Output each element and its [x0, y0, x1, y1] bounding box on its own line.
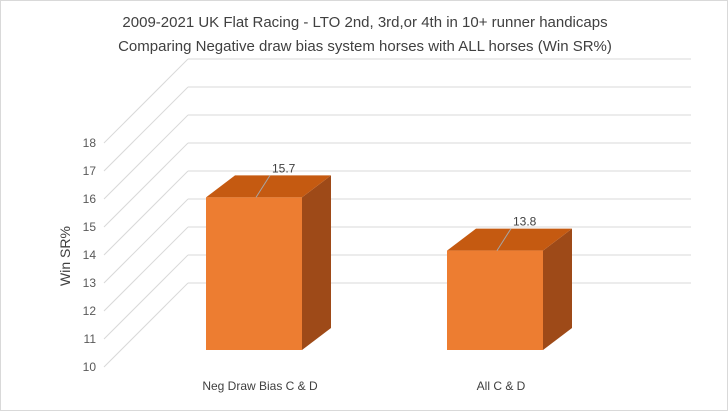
- y-tick-label: 17: [83, 164, 97, 178]
- bar-top: [206, 175, 331, 198]
- chart-title-line-1: 2009-2021 UK Flat Racing - LTO 2nd, 3rd,…: [122, 14, 607, 31]
- data-labels: 15.7 13.8: [255, 161, 537, 251]
- bar-front: [447, 250, 543, 350]
- gridline-diagonal: [103, 58, 189, 144]
- gridline-diagonal: [103, 254, 189, 340]
- y-tick-label: 10: [83, 360, 97, 374]
- bars: [206, 175, 572, 350]
- y-tick-label: 18: [83, 136, 97, 150]
- data-label: 15.7: [272, 161, 296, 175]
- y-tick-label: 14: [83, 248, 97, 262]
- gridline-diagonal: [103, 142, 189, 228]
- y-axis-ticks: 10 11 12 13 14 15 16 17 18: [83, 136, 97, 374]
- gridline-diagonal: [103, 282, 189, 368]
- category-label: All C & D: [477, 379, 526, 393]
- y-axis-label: Win SR%: [57, 226, 73, 286]
- bar-front: [206, 197, 302, 350]
- leader-line: [255, 175, 271, 198]
- y-tick-label: 12: [83, 304, 97, 318]
- data-label: 13.8: [513, 215, 537, 229]
- gridline-diagonal: [103, 86, 189, 172]
- y-tick-label: 16: [83, 192, 97, 206]
- gridline-diagonal: [103, 198, 189, 284]
- bar-1: [206, 175, 331, 350]
- y-tick-label: 11: [84, 332, 97, 346]
- y-tick-label: 13: [83, 276, 97, 290]
- gridline-diagonal: [103, 114, 189, 200]
- y-tick-label: 15: [83, 220, 97, 234]
- category-label: Neg Draw Bias C & D: [202, 379, 318, 393]
- chart-title-line-2: Comparing Negative draw bias system hors…: [118, 38, 612, 55]
- bar-2: [447, 228, 572, 350]
- gridline-diagonal: [103, 226, 189, 312]
- bar-top: [447, 228, 572, 251]
- gridline-diagonal: [103, 170, 189, 256]
- category-labels: Neg Draw Bias C & D All C & D: [202, 379, 525, 393]
- bar-side: [302, 175, 331, 350]
- leader-line: [496, 228, 512, 251]
- bar-side: [543, 228, 572, 350]
- gridlines: [103, 58, 691, 368]
